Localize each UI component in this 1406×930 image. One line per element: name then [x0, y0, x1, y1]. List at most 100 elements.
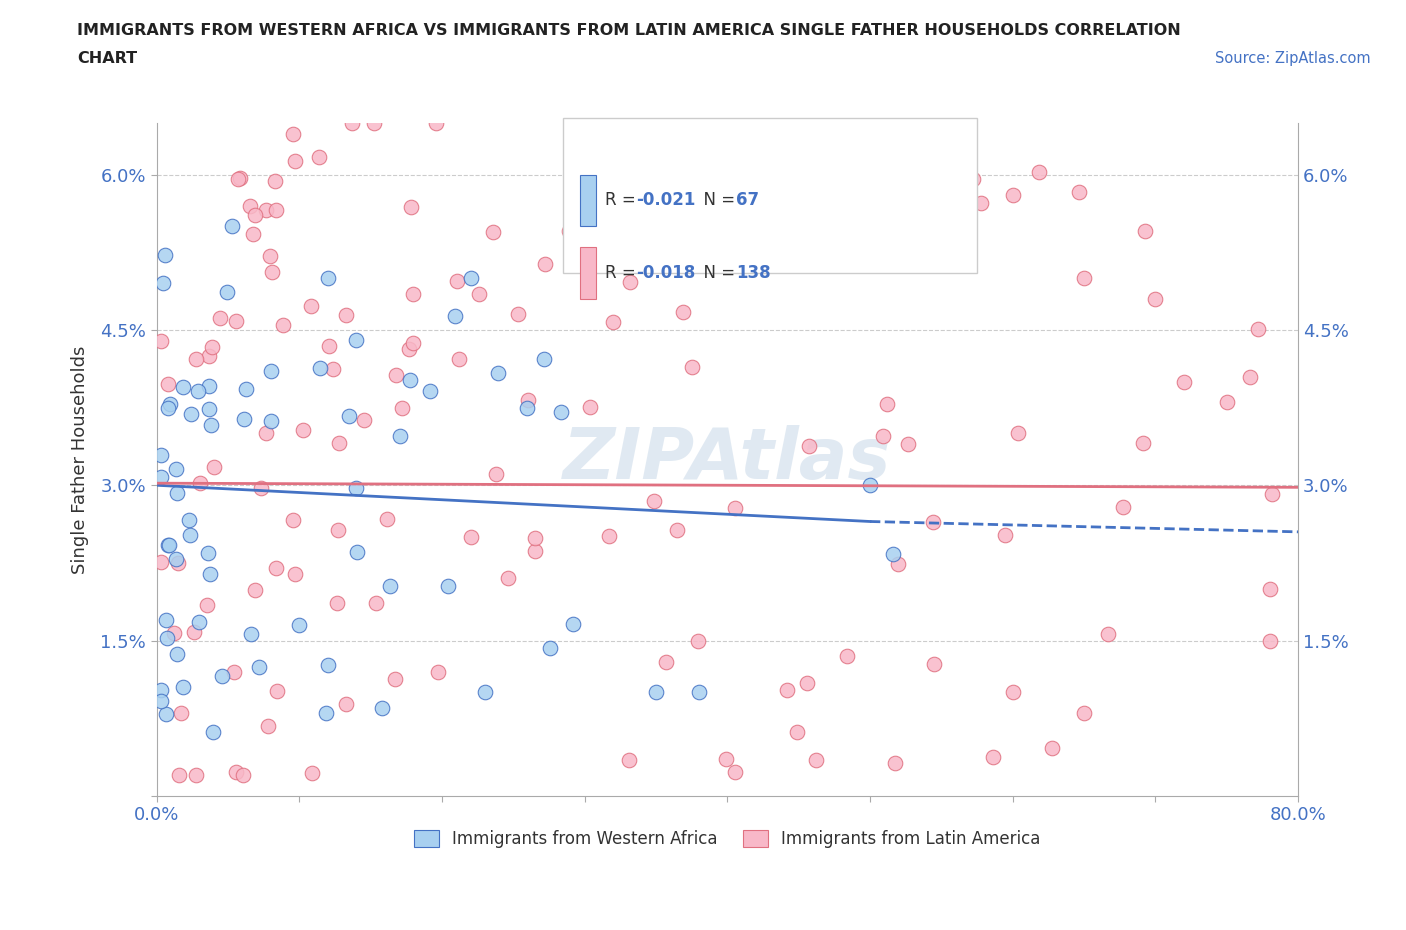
Point: [166, 646, 188, 661]
Point: [165, 461, 187, 476]
Point: [257, 719, 280, 734]
Point: [384, 672, 406, 687]
Point: [654, 655, 676, 670]
Point: [388, 429, 411, 444]
Point: [681, 360, 703, 375]
Point: [506, 306, 529, 321]
Point: [872, 428, 894, 443]
Point: [337, 408, 360, 423]
Point: [166, 485, 188, 500]
Point: [1247, 322, 1270, 337]
Bar: [581, 247, 596, 299]
Point: [187, 383, 209, 398]
Point: [328, 435, 350, 450]
Point: [211, 669, 233, 684]
Point: [859, 478, 882, 493]
Point: [883, 756, 905, 771]
Point: [215, 285, 238, 299]
Point: [399, 199, 422, 214]
Point: [188, 476, 211, 491]
Point: [876, 397, 898, 412]
Point: [149, 554, 172, 569]
Point: [602, 314, 624, 329]
Text: IMMIGRANTS FROM WESTERN AFRICA VS IMMIGRANTS FROM LATIN AMERICA SINGLE FATHER HO: IMMIGRANTS FROM WESTERN AFRICA VS IMMIGR…: [77, 23, 1181, 38]
Point: [1216, 395, 1239, 410]
Point: [804, 753, 827, 768]
Point: [796, 675, 818, 690]
Point: [166, 556, 188, 571]
Point: [259, 249, 281, 264]
Point: [335, 308, 357, 323]
Point: [550, 405, 572, 419]
Point: [486, 365, 509, 380]
Point: [1144, 291, 1167, 306]
Point: [643, 494, 665, 509]
Point: [299, 299, 322, 313]
Point: [229, 170, 252, 185]
Point: [460, 529, 482, 544]
Point: [755, 179, 778, 193]
Text: -0.021: -0.021: [636, 192, 696, 209]
Text: 138: 138: [735, 264, 770, 282]
Point: [380, 578, 402, 593]
Point: [149, 683, 172, 698]
Point: [315, 706, 337, 721]
Point: [558, 223, 581, 238]
Point: [1040, 740, 1063, 755]
Point: [225, 764, 247, 779]
Point: [672, 304, 695, 319]
Text: -0.018: -0.018: [636, 264, 696, 282]
Point: [363, 115, 385, 130]
Point: [198, 566, 221, 581]
Point: [1239, 370, 1261, 385]
Point: [149, 470, 172, 485]
Point: [578, 400, 600, 415]
Point: [243, 582, 266, 597]
Point: [994, 527, 1017, 542]
Point: [1067, 184, 1090, 199]
Text: N =: N =: [693, 192, 741, 209]
Point: [716, 751, 738, 766]
Point: [467, 287, 489, 302]
Point: [931, 167, 953, 182]
Point: [159, 396, 181, 411]
Point: [371, 700, 394, 715]
Point: [742, 115, 765, 130]
Point: [533, 352, 555, 366]
Point: [398, 341, 420, 356]
Point: [201, 339, 224, 354]
Point: [924, 657, 946, 671]
Point: [200, 418, 222, 432]
Point: [165, 551, 187, 566]
Point: [149, 333, 172, 348]
Point: [225, 314, 247, 329]
Point: [835, 648, 858, 663]
Point: [177, 512, 200, 527]
Point: [249, 480, 271, 495]
Y-axis label: Single Father Households: Single Father Households: [72, 345, 89, 574]
Point: [882, 547, 904, 562]
Point: [152, 275, 174, 290]
Point: [460, 271, 482, 286]
Point: [797, 439, 820, 454]
Point: [1097, 626, 1119, 641]
Point: [981, 750, 1004, 764]
Point: [617, 753, 640, 768]
Point: [724, 764, 747, 779]
Point: [264, 174, 287, 189]
Point: [316, 271, 339, 286]
Point: [281, 126, 304, 141]
Point: [849, 216, 872, 231]
Point: [496, 570, 519, 585]
Point: [242, 227, 264, 242]
Point: [1173, 374, 1195, 389]
Point: [260, 264, 283, 279]
Point: [149, 694, 172, 709]
Point: [172, 680, 194, 695]
Point: [1258, 581, 1281, 596]
Point: [254, 203, 277, 218]
Point: [260, 414, 283, 429]
Point: [197, 379, 219, 393]
Point: [886, 557, 908, 572]
Point: [419, 384, 441, 399]
